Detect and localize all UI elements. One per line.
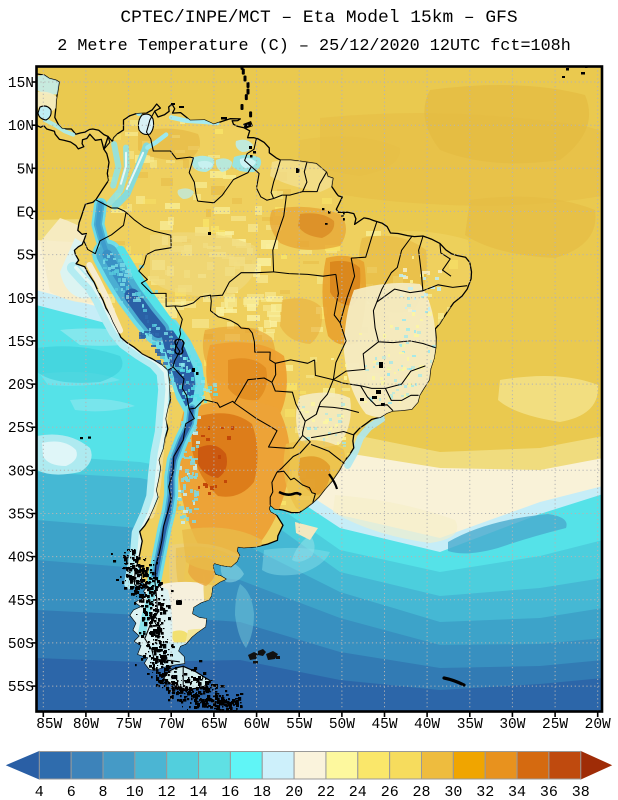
svg-text:30: 30: [444, 784, 462, 800]
svg-text:14: 14: [190, 784, 208, 800]
svg-text:50S: 50S: [8, 637, 34, 653]
svg-text:70W: 70W: [158, 717, 184, 733]
svg-text:55S: 55S: [8, 680, 34, 696]
svg-text:40W: 40W: [414, 717, 440, 733]
svg-text:4: 4: [35, 784, 44, 800]
svg-text:30S: 30S: [8, 464, 34, 480]
svg-text:45S: 45S: [8, 594, 34, 610]
svg-text:10N: 10N: [8, 119, 34, 135]
svg-text:15S: 15S: [8, 335, 34, 351]
svg-text:10: 10: [126, 784, 144, 800]
svg-text:10S: 10S: [8, 292, 34, 308]
svg-text:80W: 80W: [73, 717, 99, 733]
svg-text:40S: 40S: [8, 551, 34, 567]
svg-text:20W: 20W: [585, 717, 611, 733]
svg-text:5N: 5N: [17, 162, 34, 178]
svg-text:32: 32: [476, 784, 494, 800]
svg-text:2 Metre Temperature (C) – 25/1: 2 Metre Temperature (C) – 25/12/2020 12U…: [57, 37, 571, 56]
svg-text:36: 36: [540, 784, 558, 800]
svg-text:55W: 55W: [286, 717, 312, 733]
svg-text:EQ: EQ: [17, 205, 35, 221]
svg-text:25W: 25W: [542, 717, 568, 733]
svg-text:22: 22: [317, 784, 335, 800]
svg-text:75W: 75W: [116, 717, 142, 733]
svg-text:85W: 85W: [36, 717, 62, 733]
svg-text:15N: 15N: [8, 76, 34, 92]
svg-text:8: 8: [98, 784, 107, 800]
svg-text:24: 24: [349, 784, 367, 800]
svg-text:65W: 65W: [201, 717, 227, 733]
svg-text:30W: 30W: [499, 717, 525, 733]
svg-text:35S: 35S: [8, 508, 34, 524]
svg-text:26: 26: [381, 784, 399, 800]
svg-text:35W: 35W: [457, 717, 483, 733]
svg-text:50W: 50W: [329, 717, 355, 733]
svg-text:20: 20: [285, 784, 303, 800]
svg-text:25S: 25S: [8, 421, 34, 437]
svg-text:6: 6: [67, 784, 76, 800]
svg-text:18: 18: [253, 784, 271, 800]
svg-text:20S: 20S: [8, 378, 34, 394]
svg-text:34: 34: [508, 784, 526, 800]
svg-text:38: 38: [572, 784, 590, 800]
svg-text:CPTEC/INPE/MCT – Eta Model 15: CPTEC/INPE/MCT – Eta Model 15km – GFS: [120, 8, 517, 28]
svg-text:16: 16: [221, 784, 239, 800]
svg-text:45W: 45W: [371, 717, 397, 733]
svg-text:28: 28: [412, 784, 430, 800]
svg-text:12: 12: [158, 784, 176, 800]
svg-text:5S: 5S: [17, 249, 34, 265]
svg-text:60W: 60W: [244, 717, 270, 733]
